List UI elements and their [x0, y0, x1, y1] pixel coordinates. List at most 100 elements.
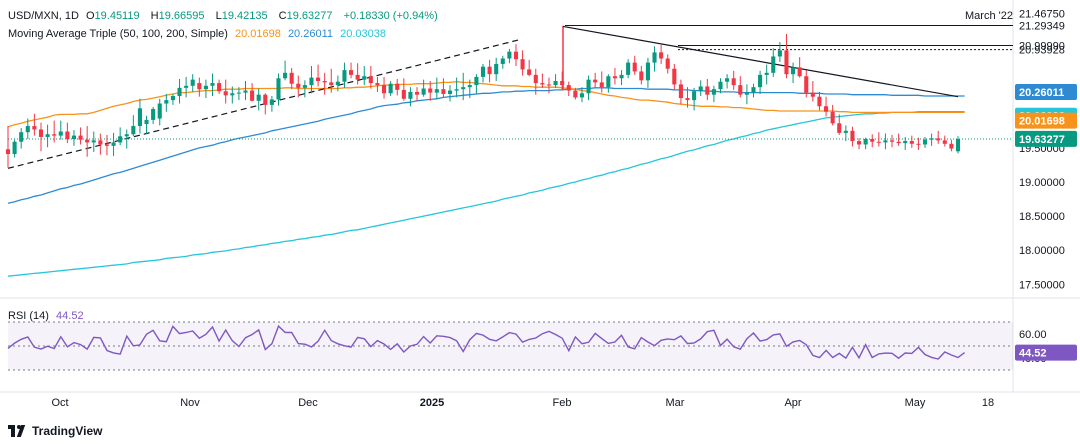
candle	[52, 120, 57, 143]
candle-body	[217, 83, 222, 92]
candle	[553, 74, 558, 88]
candle	[441, 78, 446, 98]
candle	[856, 138, 862, 150]
candle	[593, 72, 598, 88]
ma200-line	[7, 111, 965, 277]
candle	[652, 46, 657, 72]
candle	[889, 134, 895, 148]
candle-body	[144, 119, 149, 124]
candle	[447, 85, 453, 102]
candle-body	[395, 83, 400, 90]
candle	[850, 126, 855, 147]
candle	[764, 64, 769, 85]
grid	[0, 0, 1080, 393]
candle	[738, 76, 743, 98]
candle-body	[230, 93, 235, 96]
candle	[784, 33, 789, 79]
candle	[71, 130, 77, 146]
candle	[929, 133, 934, 146]
candle-body	[606, 76, 611, 88]
candle	[316, 64, 321, 87]
candle	[342, 62, 347, 88]
candle-body	[250, 90, 255, 101]
candle	[619, 70, 624, 86]
candle-body	[269, 99, 274, 105]
candle	[678, 79, 683, 105]
candle	[309, 66, 314, 94]
candle-body	[500, 58, 505, 64]
candle	[177, 78, 182, 104]
candle	[692, 87, 697, 111]
candle-body	[137, 108, 142, 127]
candle-body	[375, 83, 380, 86]
candle	[612, 68, 617, 85]
candle	[916, 137, 921, 150]
candle-body	[434, 89, 439, 93]
candle-body	[58, 131, 63, 136]
candle	[38, 122, 44, 152]
time-axis: Oct Nov Dec 2025 Feb Mar Apr May 18	[51, 397, 994, 409]
candle-body	[883, 140, 888, 143]
candle	[12, 139, 17, 158]
candle	[824, 96, 829, 117]
candle-body	[936, 138, 941, 141]
candle-body	[797, 67, 802, 77]
time-tick-label: Dec	[298, 397, 318, 409]
candle-body	[810, 92, 815, 97]
price-tick-label: 18.00000	[1019, 245, 1065, 257]
candle-body	[111, 142, 116, 146]
candle-body	[447, 90, 453, 94]
candle	[606, 74, 611, 93]
candle-body	[243, 90, 248, 93]
candle	[876, 132, 881, 147]
candle-body	[791, 67, 796, 75]
time-tick-label: Nov	[180, 397, 200, 409]
candle	[520, 50, 525, 76]
candle	[527, 59, 532, 77]
candle-body	[289, 72, 294, 84]
candle-body	[19, 132, 24, 142]
candle	[922, 136, 928, 148]
candle	[626, 59, 631, 79]
time-tick-label: 2025	[420, 397, 444, 409]
ma50-line	[7, 81, 965, 128]
candle	[817, 91, 822, 111]
ma100-value: 20.26011	[287, 28, 334, 40]
candle	[949, 139, 954, 152]
candle	[903, 136, 908, 150]
candle-body	[612, 76, 617, 79]
candle	[586, 75, 591, 101]
candle-body	[540, 83, 545, 85]
candle	[665, 54, 670, 74]
candle-body	[157, 103, 162, 119]
candle-body	[652, 52, 657, 63]
candle	[276, 73, 281, 106]
candle	[25, 118, 30, 140]
candle-body	[711, 89, 716, 95]
candle-body	[203, 85, 208, 90]
ma-label[interactable]: Moving Average Triple (50, 100, 200, Sim…	[8, 28, 228, 40]
candle-body	[223, 91, 228, 96]
symbol-label[interactable]: USD/MXN, 1D	[8, 10, 79, 22]
candle-body	[355, 74, 360, 80]
tradingview-logo[interactable]: TradingView	[8, 424, 102, 438]
candle	[217, 79, 222, 94]
candle	[883, 133, 888, 150]
candle	[223, 79, 228, 104]
candle	[474, 74, 479, 94]
candle	[659, 44, 664, 64]
candle	[744, 84, 749, 105]
candle	[157, 98, 162, 126]
candle-body	[342, 70, 347, 82]
candle-body	[863, 139, 868, 145]
candle-body	[955, 139, 961, 152]
candle-body	[929, 138, 934, 140]
candle-body	[804, 76, 809, 93]
candle	[434, 77, 439, 100]
rsi-label[interactable]: RSI (14)	[8, 310, 49, 322]
candle-body	[922, 139, 928, 145]
time-tick-label: Apr	[784, 397, 801, 409]
candle	[573, 87, 578, 100]
candle-body	[401, 89, 406, 99]
open-label: O19.45119	[85, 10, 140, 22]
